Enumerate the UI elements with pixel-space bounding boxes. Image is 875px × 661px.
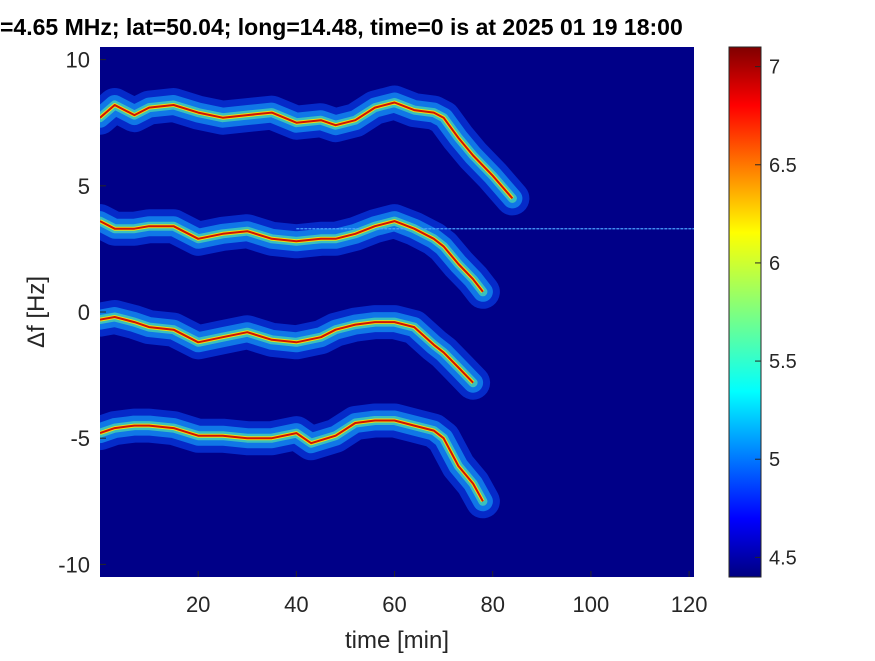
colorbar-tick-label: 7 — [769, 57, 780, 79]
colorbar-tick-label: 6 — [769, 253, 780, 275]
x-tick-label: 80 — [480, 592, 504, 617]
y-tick-label: 0 — [78, 300, 90, 325]
y-tick-label: -10 — [58, 552, 90, 577]
x-tick-label: 120 — [671, 592, 708, 617]
y-tick-label: 5 — [78, 174, 90, 199]
y-tick-label: -5 — [70, 426, 90, 451]
colorbar-tick-label: 5 — [769, 449, 780, 471]
series-2-trace — [100, 220, 484, 293]
colorbar — [728, 46, 762, 578]
colorbar-tick-label: 4.5 — [769, 547, 797, 569]
colorbar-tick-label: 5.5 — [769, 351, 797, 373]
y-axis-label: Δf [Hz] — [23, 276, 50, 348]
series-3-trace — [100, 316, 474, 384]
series-4-trace — [100, 419, 484, 502]
y-axis: -10 -5 0 5 10 — [58, 48, 106, 577]
trace-layer — [100, 100, 514, 503]
series-1-trace — [100, 101, 514, 200]
x-axis-label: time [min] — [345, 627, 449, 654]
y-tick-label: 10 — [66, 48, 90, 73]
x-tick-label: 40 — [284, 592, 308, 617]
chart-title: =4.65 MHz; lat=50.04; long=14.48, time=0… — [0, 14, 683, 40]
colorbar-tick-label: 6.5 — [769, 155, 797, 177]
x-tick-label: 100 — [573, 592, 610, 617]
x-tick-label: 60 — [382, 592, 406, 617]
colorbar-ticks: 4.5 5 5.5 6 6.5 7 — [755, 57, 797, 569]
x-axis: 20 40 60 80 100 120 — [186, 571, 708, 617]
x-tick-label: 20 — [186, 592, 210, 617]
